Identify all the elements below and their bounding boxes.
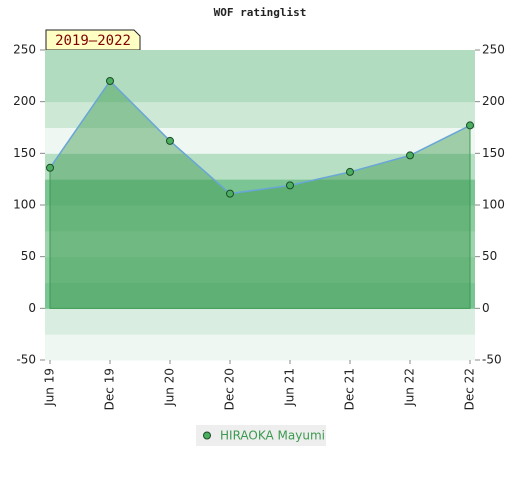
point — [166, 136, 174, 145]
y-tick-label: 250 — [13, 43, 36, 57]
background-band — [45, 75, 475, 103]
chart-title: WOF ratinglist — [214, 6, 307, 19]
badge: 2019–2022 — [55, 33, 131, 49]
background-band — [45, 50, 475, 77]
y2-tick-label: 200 — [482, 94, 505, 108]
background-band — [45, 308, 475, 335]
y2-tick-label: 50 — [482, 249, 497, 263]
x-tick-label: Dec 21 — [343, 368, 357, 410]
background-band — [45, 282, 475, 309]
x-tick-label: Jun 19 — [43, 368, 57, 407]
point — [406, 151, 414, 160]
legend-marker — [203, 431, 211, 440]
point — [466, 121, 474, 130]
background-band — [45, 256, 475, 283]
x-tick-label: Dec 20 — [223, 368, 237, 410]
line — [49, 79, 471, 195]
point — [346, 167, 354, 176]
background-band — [45, 101, 475, 128]
point — [226, 189, 234, 198]
y-tick-label: 200 — [13, 94, 36, 108]
badge-box — [45, 29, 141, 51]
point — [286, 181, 294, 190]
y2-tick-label: -50 — [482, 353, 502, 367]
background-band — [45, 127, 475, 154]
y2-tick-label: 100 — [482, 198, 505, 212]
y-tick-label: -50 — [16, 353, 36, 367]
x-tick-label: Dec 22 — [463, 368, 477, 410]
point — [106, 77, 114, 85]
x-tick-label: Dec 19 — [103, 368, 117, 410]
y-tick-label: 50 — [21, 249, 36, 263]
y2-tick-label: 150 — [482, 146, 505, 160]
y2-tick-label: 250 — [482, 43, 505, 57]
background-band — [45, 230, 475, 258]
x-tick-label: Jun 20 — [163, 368, 177, 407]
y-tick-label: 100 — [13, 198, 36, 212]
x-tick-label: Jun 21 — [283, 368, 297, 407]
legend-label: HIRAOKA Mayumi — [220, 429, 325, 443]
point — [46, 163, 54, 172]
background-band — [45, 334, 475, 361]
background-band — [45, 205, 475, 232]
legend-box — [196, 425, 326, 446]
x-tick-label: Jun 22 — [403, 368, 417, 407]
background-band — [45, 179, 475, 206]
y-tick-label: 150 — [13, 146, 36, 160]
y2-tick-label: 0 — [482, 301, 490, 315]
y-tick-label: 0 — [28, 301, 36, 315]
